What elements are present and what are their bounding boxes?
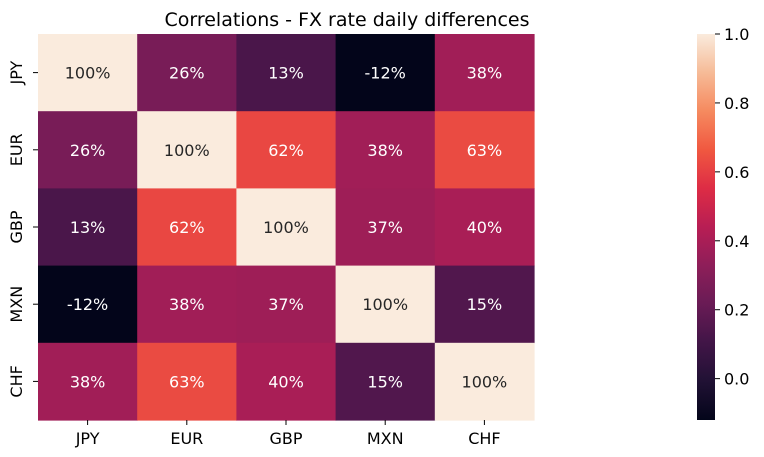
colorbar-tick-label: 0.4 [724,232,749,251]
heatmap-cell-eur-jpy [38,111,138,189]
heatmap-cell-gbp-mxn [335,188,436,267]
cell-value-label: 26% [169,64,205,83]
cell-value-label: 40% [467,218,503,237]
heatmap-cell-jpy-gbp [236,34,337,112]
x-tick-label-eur: EUR [170,429,203,448]
cell-value-label: 100% [462,372,508,391]
colorbar-tick-label: 0.2 [724,301,749,320]
heatmap-cell-eur-chf [434,111,535,189]
heatmap-cell-chf-mxn [335,342,436,421]
heatmap-cell-mxn-chf [434,265,535,344]
x-tick-label-chf: CHF [468,429,500,448]
cell-value-label: 15% [367,372,403,391]
y-tick-label-gbp: GBP [7,210,26,243]
cell-value-label: 37% [367,218,403,237]
y-tick-label-eur: EUR [7,133,26,166]
heatmap-cell-mxn-eur [137,265,237,344]
colorbar-gradient [697,34,715,420]
heatmap-cell-mxn-gbp [236,265,337,344]
cell-value-label: 63% [169,372,205,391]
cell-value-label: 62% [169,218,205,237]
heatmap-cell-eur-eur [137,111,237,189]
y-tick-label-chf: CHF [7,365,26,397]
chart-title: Correlations - FX rate daily differences [164,9,529,31]
x-axis: JPY EUR GBP MXN CHF [75,420,501,448]
cell-value-label: 40% [268,372,304,391]
heatmap-cell-mxn-jpy [38,265,138,344]
heatmap-cell-eur-mxn [335,111,436,189]
y-axis: JPY EUR GBP MXN CHF [7,60,38,398]
heatmap-cell-gbp-eur [137,188,237,267]
colorbar: 0.0 0.2 0.4 0.6 0.8 1.0 [697,25,749,420]
heatmap-cell-jpy-chf [434,34,535,112]
cell-value-label: 100% [164,141,210,160]
x-tick-label-mxn: MXN [367,429,404,448]
cell-value-label: 38% [367,141,403,160]
cell-value-label: 100% [65,64,111,83]
x-tick-label-gbp: GBP [269,429,302,448]
cell-value-label: -12% [67,295,108,314]
cell-value-label: 26% [70,141,106,160]
heatmap-cell-gbp-gbp [236,188,337,267]
heatmap-cell-jpy-mxn [335,34,436,112]
cell-value-label: 38% [70,372,106,391]
cell-value-label: 13% [70,218,106,237]
colorbar-tick-label: 0.0 [724,370,749,389]
cell-value-label: 38% [467,64,503,83]
cell-value-label: 100% [362,295,408,314]
heatmap-cell-chf-jpy [38,342,138,421]
heatmap-cell-gbp-jpy [38,188,138,267]
heatmap-cells: 100% 26% 13% -12% 38% 26% 100% 62% 38% 63% 13% 62% 1… [38,34,535,421]
heatmap-cell-mxn-mxn [335,265,436,344]
cell-value-label: 37% [268,295,304,314]
colorbar-tick-label: 1.0 [724,25,749,44]
cell-value-label: 13% [268,64,304,83]
cell-value-label: -12% [365,64,406,83]
heatmap-cell-jpy-eur [137,34,237,112]
cell-value-label: 15% [467,295,503,314]
colorbar-tick-label: 0.6 [724,163,749,182]
cell-value-label: 38% [169,295,205,314]
cell-value-label: 100% [263,218,309,237]
heatmap-cell-chf-chf [434,342,535,421]
y-tick-label-jpy: JPY [7,60,26,85]
heatmap-cell-eur-gbp [236,111,337,189]
heatmap-cell-gbp-chf [434,188,535,267]
cell-value-label: 62% [268,141,304,160]
cell-value-label: 63% [467,141,503,160]
y-tick-label-mxn: MXN [7,286,26,323]
x-tick-label-jpy: JPY [75,429,100,448]
heatmap-cell-jpy-jpy [38,34,138,112]
colorbar-tick-label: 0.8 [724,94,749,113]
heatmap-cell-chf-gbp [236,342,337,421]
heatmap-cell-chf-eur [137,342,237,421]
